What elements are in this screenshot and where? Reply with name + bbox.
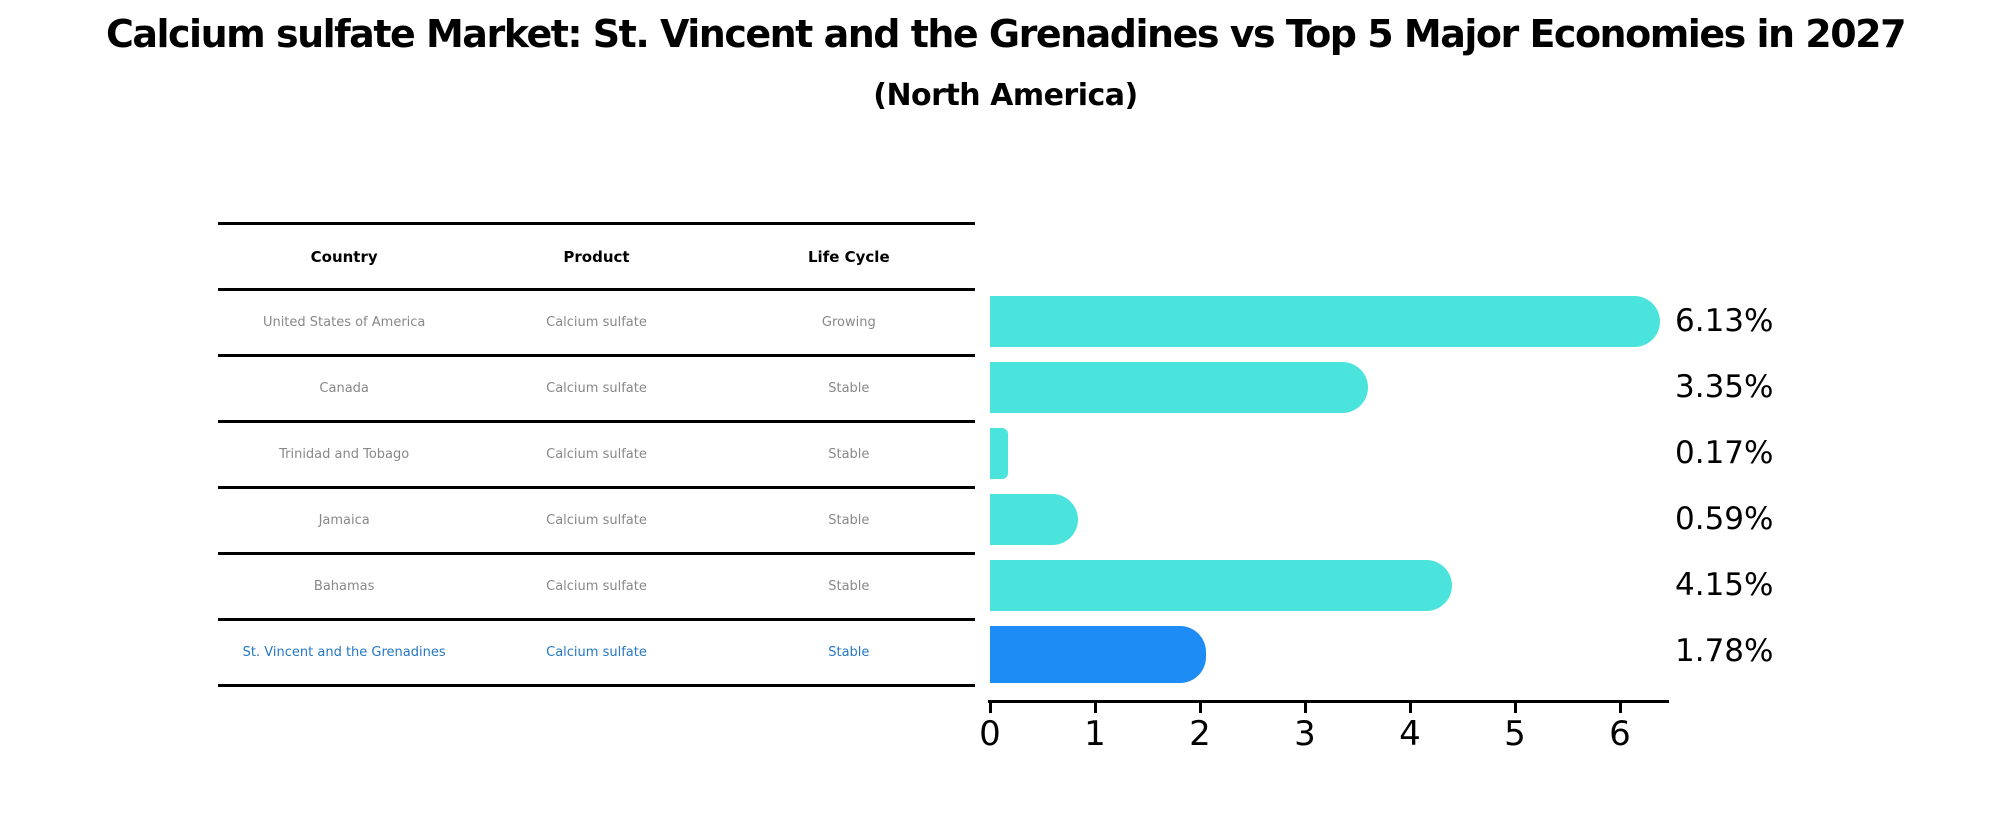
country-cell: Bahamas <box>313 579 375 594</box>
bar-value-label: 1.78% <box>1675 633 1774 669</box>
x-axis-tick-mark <box>1303 703 1307 713</box>
column-header-product: Product <box>563 247 630 266</box>
product-cell: Calcium sulfate <box>546 315 647 330</box>
country-cell: Trinidad and Tobago <box>279 447 410 462</box>
bar-value-label: 0.17% <box>1675 435 1774 471</box>
bar-value-label: 6.13% <box>1675 303 1774 339</box>
table-row: St. Vincent and the Grenadines Calcium su… <box>218 621 975 687</box>
column-header-country: Country <box>310 247 378 266</box>
x-axis-tick-mark <box>1408 703 1412 713</box>
chart-subtitle: (North America) <box>873 78 1138 113</box>
bar-value-label: 3.35% <box>1675 369 1774 405</box>
table-row: Canada Calcium sulfate Stable <box>218 357 975 423</box>
table-row: United States of America Calcium sulfate G… <box>218 291 975 357</box>
country-cell: Jamaica <box>318 513 370 528</box>
country-cell: United States of America <box>262 315 426 330</box>
x-axis-tick-label: 1 <box>1084 714 1106 754</box>
life-cycle-cell: Stable <box>828 513 870 528</box>
bar <box>990 559 1452 611</box>
product-cell: Calcium sulfate <box>546 447 647 462</box>
table-row: Bahamas Calcium sulfate Stable <box>218 555 975 621</box>
x-axis-tick-mark <box>1618 703 1622 713</box>
bar-value-label: 0.59% <box>1675 501 1774 537</box>
bar <box>990 361 1368 413</box>
country-cell: St. Vincent and the Grenadines <box>242 645 446 660</box>
highlight-bar <box>990 625 1206 683</box>
x-axis-tick-mark <box>1093 703 1097 713</box>
bar <box>990 295 1660 347</box>
product-cell: Calcium sulfate <box>546 645 647 660</box>
x-axis-line <box>988 700 1669 703</box>
x-axis-tick-mark <box>988 703 992 713</box>
life-cycle-cell: Growing <box>821 315 876 330</box>
column-header-life-cycle: Life Cycle <box>808 247 890 266</box>
product-cell: Calcium sulfate <box>546 381 647 396</box>
x-axis-tick-mark <box>1198 703 1202 713</box>
comparison-table: Country Product Life Cycle United States of… <box>218 222 975 687</box>
table-row: Trinidad and Tobago Calcium sulfate Stable <box>218 423 975 489</box>
x-axis-tick-label: 0 <box>979 714 1001 754</box>
life-cycle-cell: Stable <box>828 447 870 462</box>
bar-value-label: 4.15% <box>1675 567 1774 603</box>
x-axis-tick-mark <box>1513 703 1517 713</box>
chart-title: Calcium sulfate Market: St. Vincent and … <box>105 12 1907 56</box>
product-cell: Calcium sulfate <box>546 579 647 594</box>
life-cycle-cell: Stable <box>828 579 870 594</box>
bar <box>990 427 1008 479</box>
x-axis-tick-label: 2 <box>1189 714 1211 754</box>
country-cell: Canada <box>319 381 369 396</box>
table-header-row: Country Product Life Cycle <box>218 225 975 291</box>
x-axis-tick-label: 6 <box>1609 714 1631 754</box>
bar <box>990 493 1078 545</box>
life-cycle-cell: Stable <box>828 645 870 660</box>
life-cycle-cell: Stable <box>828 381 870 396</box>
x-axis-tick-label: 3 <box>1294 714 1316 754</box>
product-cell: Calcium sulfate <box>546 513 647 528</box>
x-axis-tick-label: 4 <box>1399 714 1421 754</box>
table-row: Jamaica Calcium sulfate Stable <box>218 489 975 555</box>
x-axis-tick-label: 5 <box>1504 714 1526 754</box>
